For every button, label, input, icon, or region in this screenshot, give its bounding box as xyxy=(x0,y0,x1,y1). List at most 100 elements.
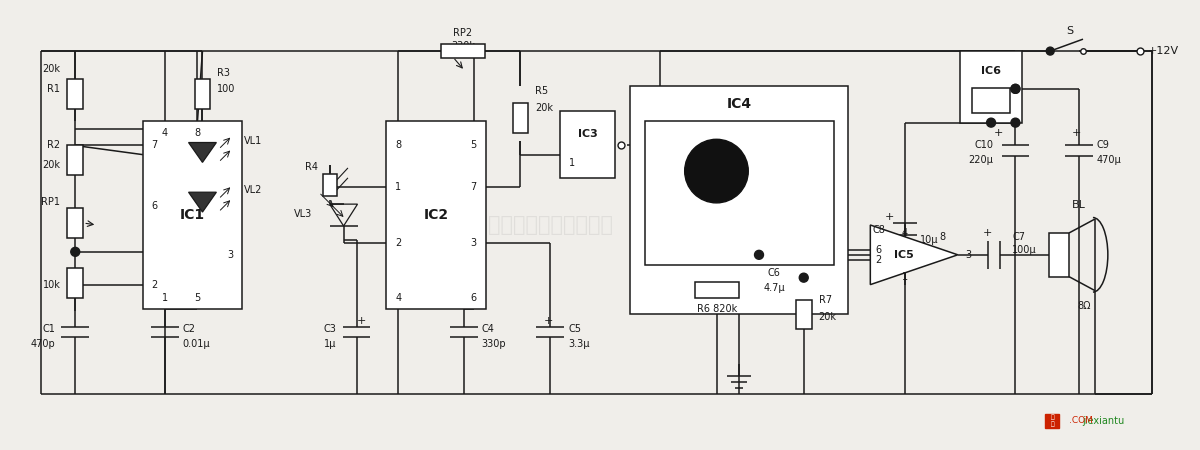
Bar xyxy=(67,268,83,297)
Bar xyxy=(1049,233,1069,277)
Text: C1: C1 xyxy=(42,324,55,334)
Bar xyxy=(67,208,83,238)
Text: S: S xyxy=(1067,26,1074,36)
Circle shape xyxy=(1010,118,1020,127)
Text: +12V: +12V xyxy=(1147,46,1178,56)
Text: TRIG: TRIG xyxy=(673,246,700,256)
Text: +: + xyxy=(983,228,992,238)
Text: 3: 3 xyxy=(470,238,476,248)
Text: 4: 4 xyxy=(395,292,401,302)
Text: 20k: 20k xyxy=(42,160,60,171)
Text: RP1: RP1 xyxy=(41,197,60,207)
Text: R1: R1 xyxy=(47,84,60,94)
Text: VL1: VL1 xyxy=(245,135,263,145)
Text: IC4: IC4 xyxy=(726,97,751,111)
Text: 330p: 330p xyxy=(481,339,506,349)
Text: OSC: OSC xyxy=(752,246,775,256)
Text: 杭州将睿科技有限公司: 杭州将睿科技有限公司 xyxy=(488,215,613,235)
Text: .COM: .COM xyxy=(1069,416,1093,425)
Text: 2: 2 xyxy=(395,238,401,248)
Text: R5: R5 xyxy=(535,86,548,96)
Text: 7: 7 xyxy=(470,182,476,192)
Text: C8: C8 xyxy=(872,225,886,235)
Text: 1: 1 xyxy=(902,272,908,282)
Text: 220μ: 220μ xyxy=(968,155,994,166)
Text: 4: 4 xyxy=(162,127,168,138)
Text: R6 820k: R6 820k xyxy=(697,305,737,315)
Circle shape xyxy=(799,273,809,282)
Text: VL3: VL3 xyxy=(294,209,312,219)
Polygon shape xyxy=(188,192,216,212)
Text: 4.7μ: 4.7μ xyxy=(763,283,785,293)
Bar xyxy=(386,121,486,310)
Polygon shape xyxy=(188,143,216,162)
Text: 8: 8 xyxy=(940,232,946,242)
Text: jiexiantu: jiexiantu xyxy=(1082,416,1124,426)
Text: R4: R4 xyxy=(305,162,318,172)
Text: R2: R2 xyxy=(47,140,60,150)
Text: 10μ: 10μ xyxy=(920,235,938,245)
Text: 330k: 330k xyxy=(451,41,475,51)
Text: R3: R3 xyxy=(217,68,230,78)
Text: 0.01μ: 0.01μ xyxy=(182,339,210,349)
Text: 8Ω: 8Ω xyxy=(1078,302,1091,311)
Text: 20k: 20k xyxy=(818,312,836,323)
Text: 3: 3 xyxy=(966,250,972,260)
Bar xyxy=(696,282,739,297)
Text: IC2: IC2 xyxy=(424,208,449,222)
Text: 100: 100 xyxy=(217,84,235,94)
Text: C9: C9 xyxy=(1097,140,1110,149)
Bar xyxy=(323,174,337,196)
Text: C5: C5 xyxy=(568,324,581,334)
Text: C7: C7 xyxy=(1013,232,1026,242)
Text: 470p: 470p xyxy=(31,339,55,349)
Text: C6: C6 xyxy=(768,268,780,278)
Text: 1: 1 xyxy=(569,158,575,168)
Text: 5: 5 xyxy=(470,140,476,150)
Text: O/P: O/P xyxy=(784,180,800,190)
Text: BL: BL xyxy=(1072,200,1086,210)
Text: IC3: IC3 xyxy=(577,129,598,140)
Text: VL2: VL2 xyxy=(245,185,263,195)
Circle shape xyxy=(71,248,79,256)
Text: 1: 1 xyxy=(162,292,168,302)
Text: 2: 2 xyxy=(875,255,881,265)
Bar xyxy=(67,145,83,176)
Circle shape xyxy=(1010,84,1020,93)
Text: 8: 8 xyxy=(194,127,200,138)
Text: RP2: RP2 xyxy=(454,28,473,38)
Text: C3: C3 xyxy=(324,324,337,334)
Bar xyxy=(67,79,83,109)
Bar xyxy=(796,300,811,329)
Text: 接
线: 接 线 xyxy=(1050,415,1054,427)
Text: 1μ: 1μ xyxy=(324,339,337,349)
Text: 20k: 20k xyxy=(535,103,553,113)
Text: +: + xyxy=(356,316,366,326)
Text: 3.3μ: 3.3μ xyxy=(568,339,589,349)
Text: 6: 6 xyxy=(875,245,881,255)
Circle shape xyxy=(685,140,749,203)
Text: C2: C2 xyxy=(182,324,196,334)
Bar xyxy=(560,111,614,178)
Text: IC6: IC6 xyxy=(982,66,1001,76)
Circle shape xyxy=(986,118,996,127)
Text: C4: C4 xyxy=(481,324,494,334)
Text: +: + xyxy=(994,127,1003,138)
Text: 1: 1 xyxy=(395,182,401,192)
Text: 10k: 10k xyxy=(42,279,60,290)
Bar xyxy=(630,86,848,315)
Bar xyxy=(512,103,528,133)
Bar xyxy=(972,88,1010,112)
Text: C10: C10 xyxy=(974,140,994,149)
Text: 100μ: 100μ xyxy=(1013,245,1037,255)
Text: IC5: IC5 xyxy=(894,250,914,260)
Text: IC1: IC1 xyxy=(180,208,205,222)
Text: 2: 2 xyxy=(151,279,158,290)
Circle shape xyxy=(1010,84,1020,93)
Text: 6: 6 xyxy=(470,292,476,302)
Text: 5: 5 xyxy=(194,292,200,302)
Text: 470μ: 470μ xyxy=(1097,155,1122,166)
Text: 6: 6 xyxy=(151,201,158,211)
Text: 3: 3 xyxy=(227,250,233,260)
Text: 8: 8 xyxy=(395,140,401,150)
